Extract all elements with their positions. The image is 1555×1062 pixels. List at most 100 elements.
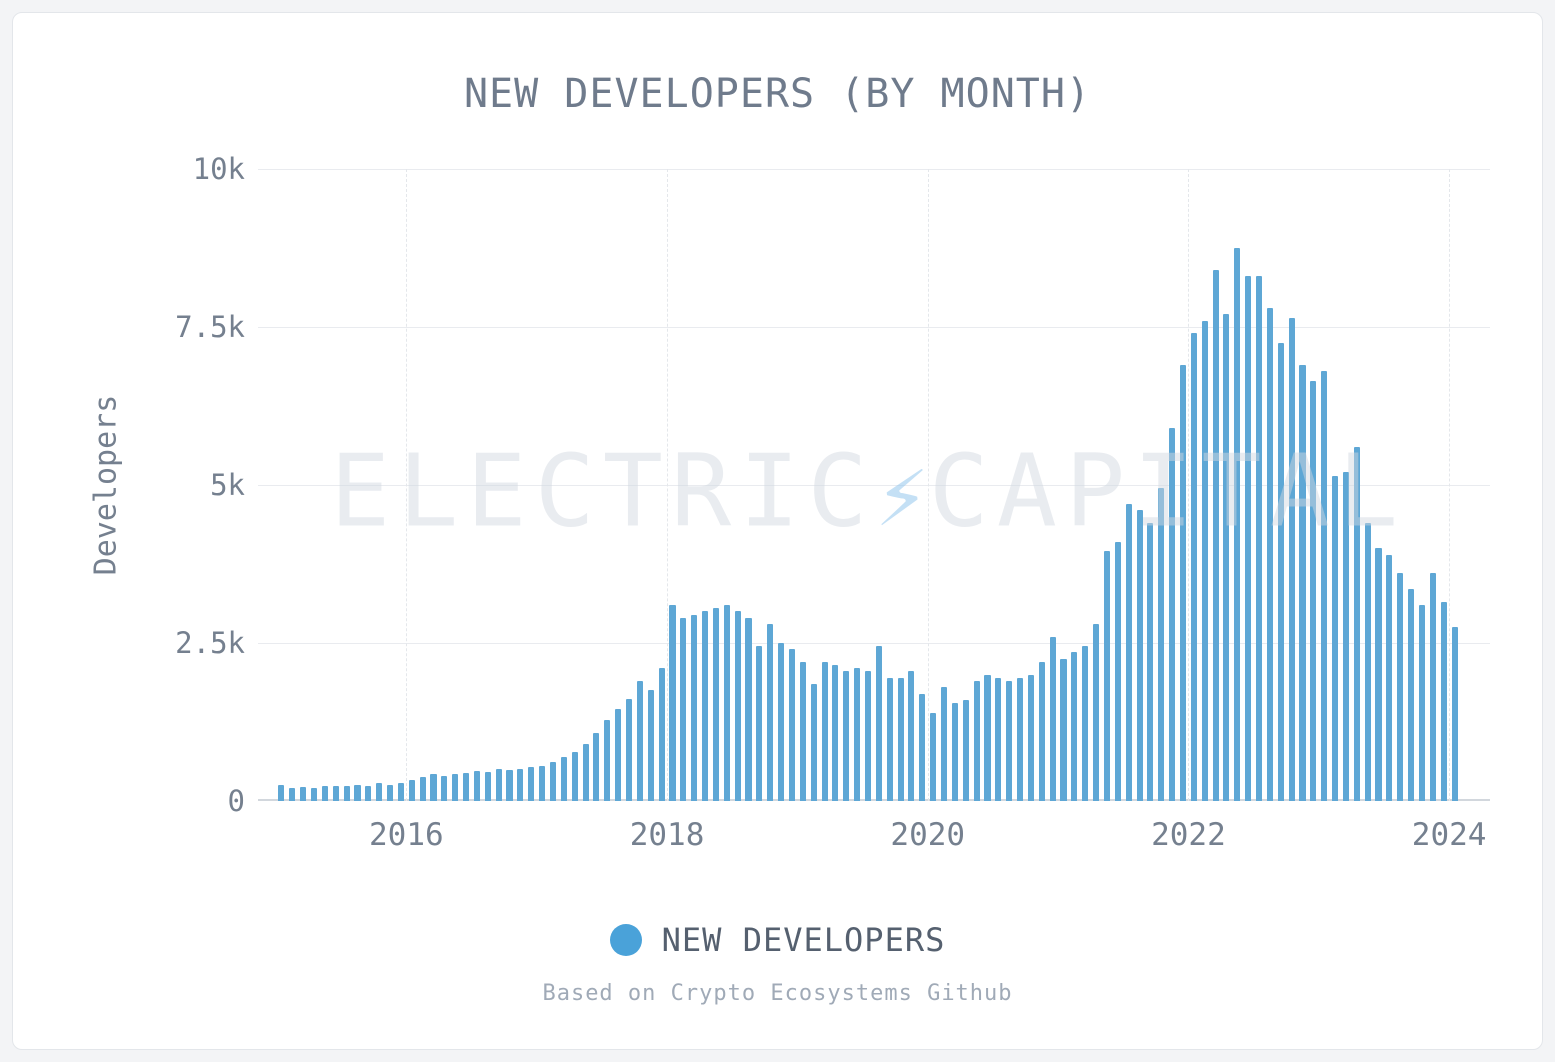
lightning-bolt-icon: ⚡ (875, 443, 929, 547)
bar (1201, 320, 1208, 801)
bar (1418, 605, 1426, 801)
chart-title: NEW DEVELOPERS (BY MONTH) (463, 71, 1092, 117)
bar (1082, 646, 1089, 801)
bar (1103, 551, 1110, 801)
bar (1299, 364, 1306, 801)
legend: NEW DEVELOPERS (13, 921, 1542, 959)
bar (495, 769, 502, 801)
horizontal-gridline (258, 485, 1490, 486)
bar (463, 772, 470, 801)
bar (767, 624, 774, 801)
y-axis-title: Developers (88, 394, 124, 576)
bar (549, 761, 557, 801)
bar (625, 698, 633, 801)
bar (376, 783, 383, 801)
bar (821, 661, 828, 801)
x-tick-label: 2024 (1411, 817, 1487, 853)
bar (1006, 680, 1013, 801)
bar (886, 677, 893, 801)
bar (951, 703, 958, 801)
bar (788, 649, 795, 801)
bar (593, 732, 600, 801)
bar (778, 643, 785, 801)
bar (984, 674, 991, 801)
y-tick-label: 10k (192, 152, 245, 186)
y-tick-label: 2.5k (175, 626, 245, 660)
x-axis-line (258, 799, 1490, 801)
bar (332, 785, 339, 801)
vertical-gridline (1449, 169, 1451, 801)
bar (1288, 317, 1295, 801)
bar (940, 687, 948, 801)
bar (1190, 333, 1197, 801)
bar (1277, 342, 1284, 801)
bar (560, 756, 567, 801)
y-tick-label: 5k (210, 468, 245, 502)
bar (1223, 314, 1230, 801)
bar (691, 614, 698, 801)
bar (397, 782, 404, 801)
y-axis-tick-labels: 0 2.5k 5k 7.5k 10k (133, 152, 245, 818)
bar (1353, 447, 1360, 801)
source-note: Based on Crypto Ecosystems Github (542, 981, 1013, 1006)
bar (745, 617, 752, 801)
bar (647, 689, 654, 801)
bar (1147, 522, 1154, 801)
bar (1071, 652, 1078, 801)
horizontal-gridline (258, 169, 1490, 170)
bar (1158, 488, 1165, 801)
bar (615, 709, 622, 801)
bar (1440, 601, 1447, 801)
bar (832, 665, 839, 801)
bar (897, 677, 904, 801)
bar (452, 774, 459, 801)
bar (658, 668, 665, 801)
bar (734, 611, 741, 801)
bar (1125, 503, 1132, 801)
bar (636, 680, 643, 801)
bar (702, 611, 709, 801)
bar (919, 693, 926, 801)
bar (1375, 548, 1382, 801)
bar (484, 771, 491, 801)
bar (1429, 573, 1436, 801)
x-tick-label: 2020 (890, 817, 966, 853)
bar (354, 785, 361, 801)
bar (473, 770, 480, 801)
vertical-gridline (1188, 169, 1190, 801)
bar (995, 677, 1002, 801)
watermark-text-left: ELECTRIC (329, 432, 876, 550)
bar (1342, 472, 1349, 801)
bar (441, 775, 448, 801)
bar (528, 766, 535, 801)
bar (278, 785, 285, 801)
chart-card: NEW DEVELOPERS (BY MONTH) Developers 0 2.… (12, 12, 1543, 1050)
vertical-gridline (927, 169, 929, 801)
bar (962, 699, 969, 801)
bar (1451, 627, 1458, 801)
bar (1332, 475, 1339, 801)
bar (1245, 276, 1252, 801)
bar (854, 668, 861, 801)
bar (1364, 522, 1371, 801)
horizontal-gridline (258, 327, 1490, 328)
bar (1093, 624, 1100, 801)
bar (799, 661, 806, 801)
bar (875, 646, 882, 801)
bar (1408, 589, 1415, 801)
bar (864, 671, 872, 801)
plot-area: ELECTRIC⚡CAPITAL 2016 2018 2020 2022 2024 (276, 169, 1486, 853)
bar (1310, 380, 1317, 801)
x-tick-label: 2018 (629, 817, 705, 853)
legend-label: NEW DEVELOPERS (661, 921, 946, 959)
y-tick-label: 0 (227, 784, 245, 818)
bar (582, 744, 589, 801)
bar (1049, 636, 1056, 801)
bar (571, 751, 578, 801)
legend-marker-icon (609, 924, 642, 956)
bar (365, 785, 372, 801)
bar (1266, 308, 1273, 801)
bar (430, 773, 437, 801)
bar (1234, 248, 1241, 801)
gridline-layer (258, 169, 1490, 801)
